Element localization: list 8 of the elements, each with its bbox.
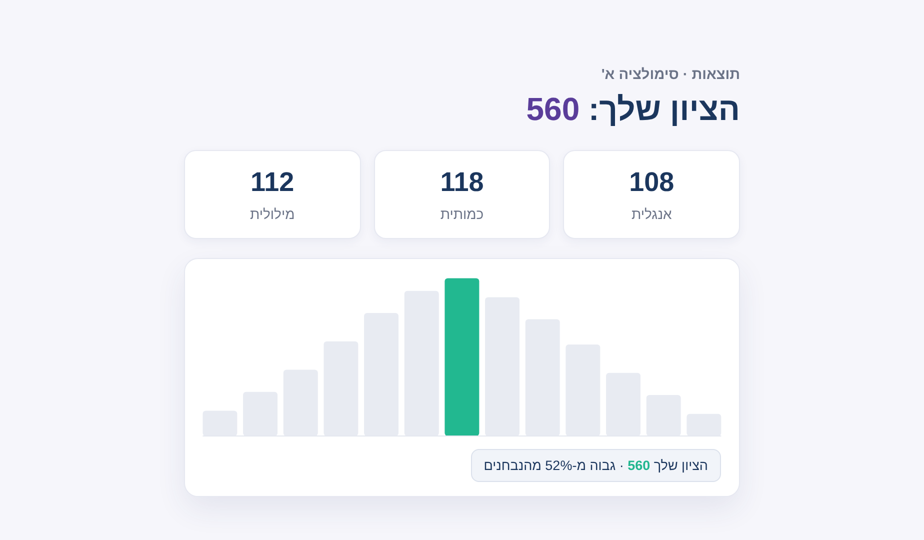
text: תוצאות · סימולציה א' — [601, 67, 740, 83]
category-label: אנגלית — [630, 206, 673, 222]
category-label: מילולית — [248, 206, 296, 222]
category-label: כמותית — [439, 206, 485, 222]
bar — [444, 278, 480, 436]
data-label: 118 — [439, 167, 485, 197]
data-label: 112 — [250, 167, 296, 197]
data-label: 108 — [628, 167, 676, 197]
